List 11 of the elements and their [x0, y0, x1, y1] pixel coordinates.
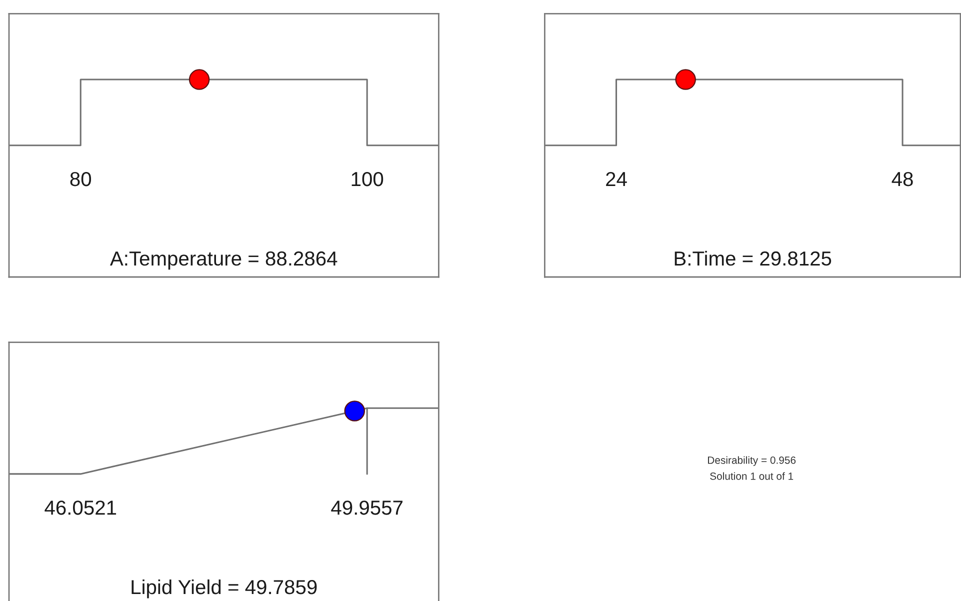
x-tick-label: 46.0521 [44, 500, 116, 515]
x-axis-title: Lipid Yield = 49.7859 [132, 579, 317, 598]
x-axis-title: B:Time = 29.8125 [674, 250, 832, 266]
x-axis-title: A:Temperature = 88.2864 [110, 251, 338, 270]
text: Solution 1 out of 1 [710, 472, 794, 480]
x-tick-label: 49.9557 [331, 500, 402, 515]
x-tick-label: 80 [70, 172, 92, 186]
x-tick-label: 48 [892, 172, 913, 186]
text: Desirability = 0.956 [708, 456, 796, 466]
x-tick-label: 24 [606, 172, 627, 186]
x-tick-label: 100 [352, 172, 384, 186]
